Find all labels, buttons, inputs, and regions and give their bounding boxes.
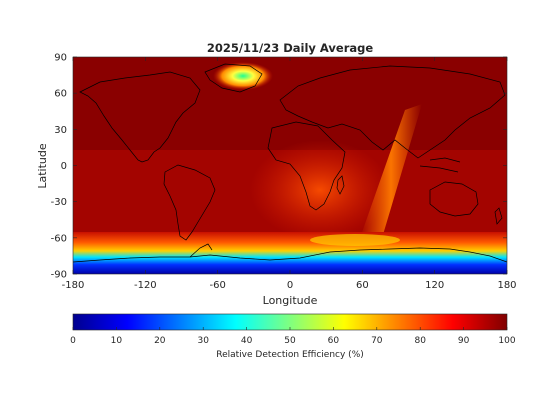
- colorbar-label: Relative Detection Efficiency (%): [216, 350, 364, 360]
- indonesia-coast: [419, 157, 461, 173]
- colorbar-tick-label: 40: [241, 336, 253, 346]
- x-tick-label: -180: [62, 280, 85, 291]
- south-america-coast: [163, 164, 216, 241]
- colorbar-tick-label: 10: [111, 336, 123, 346]
- colorbar-tick-label: 70: [371, 336, 383, 346]
- colorbar-tick-label: 60: [328, 336, 340, 346]
- colorbar-tick-label: 20: [154, 336, 166, 346]
- map-title: 2025/11/23 Daily Average: [207, 41, 374, 55]
- x-tick-label: 120: [425, 280, 444, 291]
- new-zealand-coast: [494, 207, 503, 225]
- atlantic-orange-region: [250, 140, 390, 240]
- north-america-coast: [79, 71, 201, 163]
- x-axis-label: Longitude: [263, 294, 318, 307]
- y-tick-label: 30: [54, 125, 67, 136]
- colorbar-tick-label: 30: [197, 336, 209, 346]
- y-tick-label: -30: [51, 197, 67, 208]
- x-axis-ticks: -180 -120 -60 0 60 120 180: [62, 57, 517, 291]
- colorbar-tick-label: 50: [284, 336, 296, 346]
- antarctica-coast: [73, 247, 507, 263]
- africa-coast: [267, 121, 346, 211]
- x-tick-label: 0: [287, 280, 293, 291]
- coastlines: [73, 63, 507, 263]
- y-tick-label: -90: [51, 270, 67, 281]
- y-axis-label: Latitude: [36, 143, 49, 189]
- colorbar-tick-label: 90: [458, 336, 470, 346]
- antarctic-peninsula: [189, 243, 213, 258]
- x-tick-label: 60: [356, 280, 369, 291]
- x-tick-label: -120: [134, 280, 157, 291]
- colorbar-tick-label: 0: [70, 336, 76, 346]
- y-tick-label: 90: [54, 53, 67, 64]
- y-tick-label: -60: [51, 233, 67, 244]
- colorbar-ticks: 0 10 20 30 40 50 60 70 80 90 100: [70, 327, 516, 346]
- map-panel: [73, 57, 507, 274]
- colorbar-tick-label: 100: [498, 336, 515, 346]
- colorbar: 0 10 20 30 40 50 60 70 80 90 100 Relative Detectio…: [70, 313, 516, 360]
- greenland-spot: [213, 62, 273, 90]
- x-tick-label: -60: [209, 280, 225, 291]
- greenland-coast: [204, 63, 263, 93]
- southern-gradient-band: [73, 232, 507, 274]
- x-tick-label: 180: [497, 280, 516, 291]
- australia-coast: [429, 181, 479, 217]
- colorbar-tick-label: 80: [414, 336, 426, 346]
- y-tick-label: 60: [54, 89, 67, 100]
- indian-ocean-streak: [360, 104, 422, 238]
- y-axis-ticks: 90 60 30 0 -30 -60 -90: [51, 53, 507, 281]
- y-tick-label: 0: [61, 161, 67, 172]
- eurasia-coast: [279, 65, 506, 159]
- south-indian-yellow: [310, 234, 400, 246]
- madagascar-coast: [336, 175, 345, 195]
